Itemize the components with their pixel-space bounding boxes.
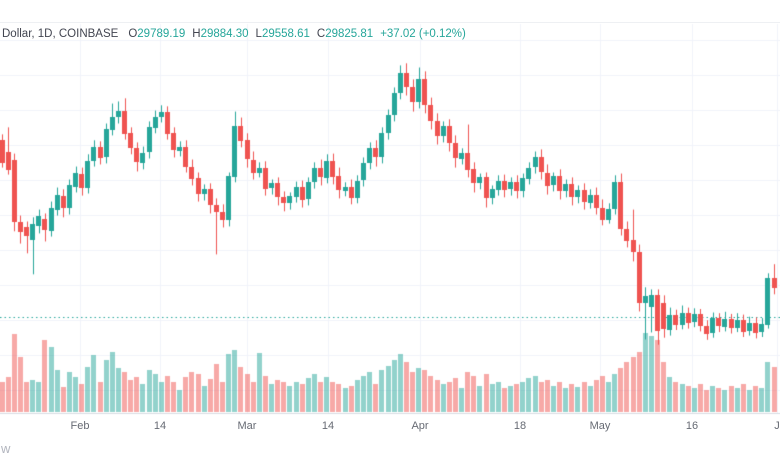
open-value: 29789.19 (137, 28, 186, 40)
time-tick-16: 16 (685, 420, 699, 432)
watermark: w (1, 441, 11, 456)
close-value: 29825.81 (325, 28, 374, 40)
open-label: O (128, 28, 138, 40)
top-divider (0, 22, 780, 23)
time-axis[interactable]: Feb 14 Mar 14 Apr 18 May 16 J (0, 415, 780, 439)
time-tick-feb: Feb (70, 420, 90, 432)
low-label: L (255, 28, 262, 40)
high-label: H (192, 28, 201, 40)
time-tick-apr: Apr (411, 420, 429, 432)
symbol-title: Dollar, 1D, COINBASE (2, 28, 119, 40)
time-tick-j: J (774, 420, 780, 432)
time-tick-mar: Mar (237, 420, 257, 432)
time-tick-14: 14 (153, 420, 167, 432)
close-label: C (316, 28, 326, 40)
low-value: 29558.61 (261, 28, 310, 40)
time-tick-may: May (589, 420, 611, 432)
time-tick-18: 18 (513, 420, 527, 432)
time-tick-14: 14 (321, 420, 335, 432)
symbol-legend[interactable]: Dollar, 1D, COINBASE O29789.19 H29884.30 L2… (2, 28, 466, 40)
high-value: 29884.30 (200, 28, 249, 40)
change-value: +37.02 (+0.12%) (380, 28, 466, 40)
